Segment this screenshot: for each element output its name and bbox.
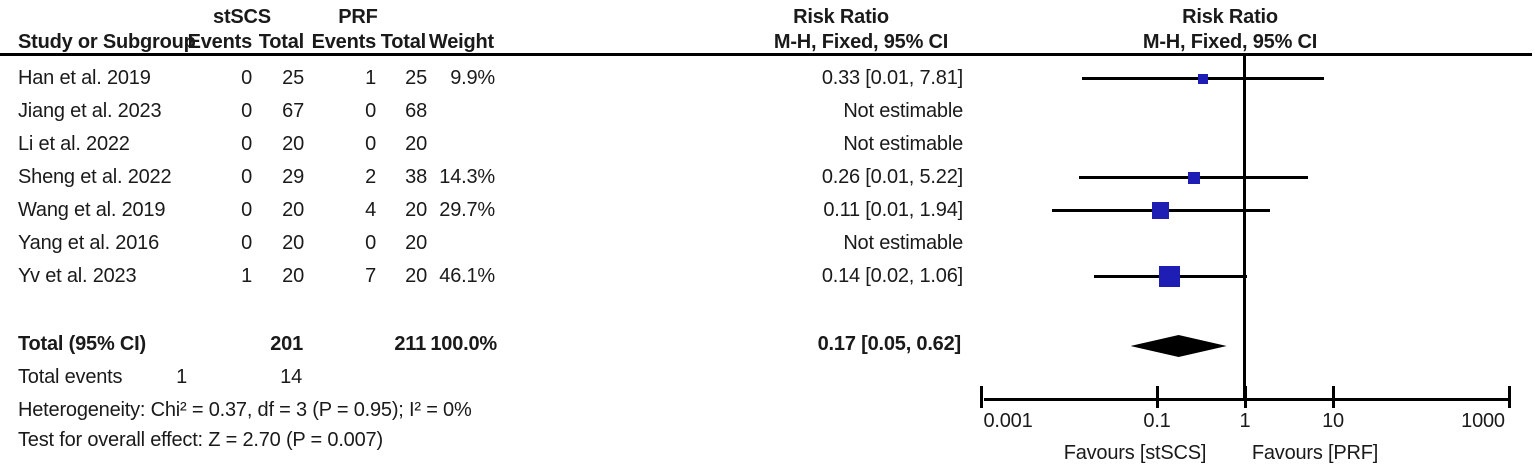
total-group1-cell: 20	[282, 232, 304, 254]
axis-tick-label: 1	[1239, 410, 1251, 432]
total-group2-cell: 38	[405, 166, 427, 188]
events-group1-cell: 1	[241, 265, 252, 287]
axis-line	[984, 398, 1510, 401]
favours-left-label: Favours [stSCS]	[1063, 442, 1207, 464]
risk-ratio-cell: Not estimable	[843, 100, 963, 122]
study-row: Wang et al. 2019 0 20 4 20 29.7% 0.11 [0.01, 1…	[0, 194, 1535, 227]
axis-tick	[1507, 386, 1511, 408]
column-header-risk-ratio-plot: Risk Ratio	[1182, 6, 1278, 28]
total-events-group1: 1	[176, 366, 187, 388]
effect-square-marker	[1159, 266, 1181, 287]
total-group1-cell: 20	[282, 199, 304, 221]
study-row: Jiang et al. 2023 0 67 0 68 Not estimable	[0, 95, 1535, 128]
total-group1-cell: 25	[282, 67, 304, 89]
events-group2-cell: 7	[365, 265, 376, 287]
axis-tick	[1155, 386, 1159, 408]
total-group1-n: 201	[270, 333, 303, 355]
total-weight: 100.0%	[430, 333, 497, 355]
events-group1-cell: 0	[241, 166, 252, 188]
column-header-method-plot: M-H, Fixed, 95% CI	[1142, 31, 1318, 53]
axis-tick-label: 0.001	[983, 410, 1033, 432]
effect-square-marker	[1197, 73, 1208, 84]
total-risk-ratio: 0.17 [0.05, 0.62]	[817, 333, 962, 355]
weight-cell: 9.9%	[450, 67, 495, 89]
column-header-events1: Events	[187, 31, 253, 53]
events-group2-cell: 4	[365, 199, 376, 221]
events-group2-cell: 0	[365, 232, 376, 254]
events-group2-cell: 0	[365, 133, 376, 155]
weight-cell: 46.1%	[439, 265, 495, 287]
study-row: Li et al. 2022 0 20 0 20 Not estimable	[0, 128, 1535, 161]
study-row: Han et al. 2019 0 25 1 25 9.9% 0.33 [0.01, 7.8…	[0, 62, 1535, 95]
total-group1-cell: 29	[282, 166, 304, 188]
column-header-events2: Events	[311, 31, 377, 53]
study-name: Jiang et al. 2023	[18, 100, 162, 122]
column-header-group1: stSCS	[213, 6, 271, 28]
study-name: Li et al. 2022	[18, 133, 130, 155]
total-label: Total (95% CI)	[18, 333, 146, 355]
axis-tick-label: 10	[1322, 410, 1344, 432]
column-header-study: Study or Subgroup	[18, 31, 196, 53]
study-row: Sheng et al. 2022 0 29 2 38 14.3% 0.26 [0.01, …	[0, 161, 1535, 194]
events-group2-cell: 1	[365, 67, 376, 89]
axis-tick-label: 0.1	[1143, 410, 1171, 432]
risk-ratio-cell: 0.33 [0.01, 7.81]	[821, 67, 963, 89]
column-header-total2: Total	[380, 31, 426, 53]
column-header-total1: Total	[258, 31, 304, 53]
total-events-group2: 14	[280, 366, 302, 388]
risk-ratio-cell: 0.11 [0.01, 1.94]	[823, 199, 963, 221]
events-group1-cell: 0	[241, 232, 252, 254]
study-row: Yang et al. 2016 0 20 0 20 Not estimable	[0, 227, 1535, 260]
total-group2-cell: 20	[405, 199, 427, 221]
pooled-diamond-marker	[1130, 335, 1227, 357]
total-group2-cell: 25	[405, 67, 427, 89]
total-group1-cell: 20	[282, 133, 304, 155]
events-group2-cell: 0	[365, 100, 376, 122]
total-group1-cell: 67	[282, 100, 304, 122]
total-group2-cell: 20	[405, 133, 427, 155]
total-group2-n: 211	[394, 333, 426, 355]
header-underline	[0, 53, 1532, 56]
study-name: Han et al. 2019	[18, 67, 151, 89]
total-group2-cell: 20	[405, 232, 427, 254]
axis-tick	[1331, 386, 1335, 408]
events-group2-cell: 2	[365, 166, 376, 188]
overall-effect-test: Test for overall effect: Z = 2.70 (P = 0…	[18, 429, 383, 451]
study-name: Yv et al. 2023	[18, 265, 137, 287]
heterogeneity-stats: Heterogeneity: Chi² = 0.37, df = 3 (P = …	[18, 399, 472, 421]
study-name: Wang et al. 2019	[18, 199, 166, 221]
risk-ratio-cell: Not estimable	[843, 232, 963, 254]
risk-ratio-cell: 0.14 [0.02, 1.06]	[821, 265, 963, 287]
total-group2-cell: 20	[405, 265, 427, 287]
axis-tick	[1243, 386, 1247, 408]
effect-square-marker	[1152, 202, 1170, 219]
weight-cell: 29.7%	[439, 199, 495, 221]
events-group1-cell: 0	[241, 199, 252, 221]
study-name: Sheng et al. 2022	[18, 166, 172, 188]
column-header-method-text: M-H, Fixed, 95% CI	[773, 31, 949, 53]
no-effect-line	[1243, 56, 1246, 401]
total-events-label: Total events	[18, 366, 123, 388]
effect-square-marker	[1187, 171, 1200, 184]
column-header-risk-ratio-text: Risk Ratio	[793, 6, 889, 28]
risk-ratio-cell: Not estimable	[843, 133, 963, 155]
total-group2-cell: 68	[405, 100, 427, 122]
axis-tick	[979, 386, 983, 408]
events-group1-cell: 0	[241, 133, 252, 155]
weight-cell: 14.3%	[439, 166, 495, 188]
column-header-group2: PRF	[338, 6, 378, 28]
study-name: Yang et al. 2016	[18, 232, 159, 254]
events-group1-cell: 0	[241, 100, 252, 122]
study-row: Yv et al. 2023 1 20 7 20 46.1% 0.14 [0.02, 1.0…	[0, 260, 1535, 293]
total-group1-cell: 20	[282, 265, 304, 287]
favours-right-label: Favours [PRF]	[1251, 442, 1379, 464]
events-group1-cell: 0	[241, 67, 252, 89]
total-row: Total (95% CI) 201 211 100.0% 0.17 [0.05…	[0, 328, 1535, 361]
risk-ratio-cell: 0.26 [0.01, 5.22]	[821, 166, 963, 188]
total-events-row: Total events 1 14	[0, 362, 1535, 392]
axis-tick-label: 1000	[1461, 410, 1505, 432]
column-header-weight: Weight	[428, 31, 494, 53]
